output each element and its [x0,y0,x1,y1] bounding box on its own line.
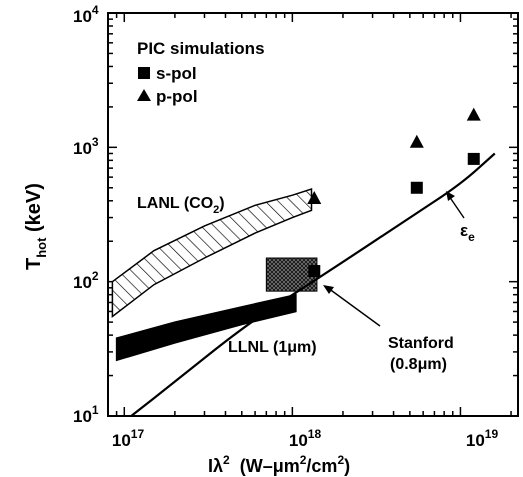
x-axis-label: Iλ2 (W–μm2/cm2) [208,453,350,476]
p-pol-point-0 [307,190,322,204]
epsilon-arrowhead [446,191,455,201]
stanford-pointer-arrow [327,287,381,327]
s-pol-point-2 [467,152,480,165]
label-lanl: LANL (CO2) [137,195,225,216]
s-pol-point-0 [308,265,321,278]
x-tick-label-1e18: 1018 [289,427,322,450]
bands [111,187,318,362]
plot-frame [107,12,519,417]
legend-title: PIC simulations [137,39,265,58]
legend-label-p-pol: p-pol [156,87,198,106]
legend-square-marker [138,67,150,79]
legend-label-s-pol: s-pol [156,64,197,83]
band-lanl [111,187,313,319]
x-tick-label-1e19: 1019 [466,427,499,450]
epsilon-curve-group [130,152,496,417]
x-tick-label-1e17: 1017 [112,427,145,450]
s-pol-point-1 [410,181,423,194]
legend-triangle-marker [137,89,151,101]
markers [307,107,481,278]
label-epsilon: εe [460,221,475,244]
epsilon-pointer-arrow [448,195,465,219]
p-pol-point-1 [409,134,424,148]
stanford-arrowhead [323,285,334,294]
label-llnl: LLNL (1μm) [228,339,317,356]
y-tick-label-100: 102 [73,269,99,292]
y-tick-label-1000: 103 [73,135,99,158]
epsilon-curve [130,152,496,417]
y-tick-label-10: 101 [73,403,99,426]
legend: PIC simulations s-pol p-pol [137,39,265,106]
y-tick-label-10000: 104 [73,3,99,26]
y-axis-label: Thot (keV) [23,183,49,270]
p-pol-point-2 [466,107,481,121]
label-stanford: Stanford [388,335,454,352]
label-stanford-wavelength: (0.8μm) [390,356,447,373]
band-llnl [115,293,297,362]
